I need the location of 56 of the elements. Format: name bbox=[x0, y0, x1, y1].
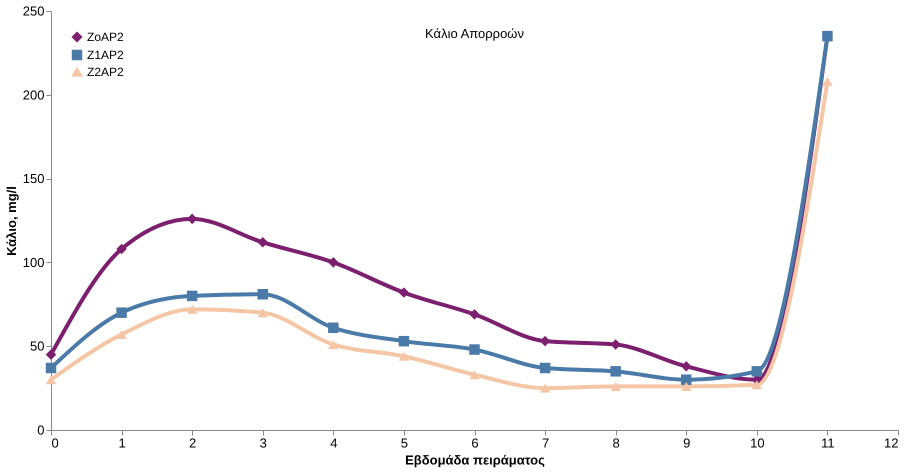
legend-label: ZoAP2 bbox=[87, 30, 124, 44]
x-tick-label: 4 bbox=[330, 436, 338, 450]
point bbox=[328, 257, 339, 268]
point bbox=[398, 352, 410, 361]
x-tick-label: 6 bbox=[471, 436, 479, 450]
point bbox=[469, 370, 480, 380]
point bbox=[46, 349, 56, 360]
point bbox=[116, 307, 127, 318]
x-tick-label: 5 bbox=[400, 436, 408, 450]
x-axis-title: Εβδομάδα πειράματος bbox=[405, 452, 546, 468]
point bbox=[328, 340, 339, 350]
point bbox=[258, 289, 268, 300]
y-tick-label: 150 bbox=[22, 171, 44, 186]
y-axis-title: Κάλιο, mg/l bbox=[4, 186, 19, 256]
x-tick-label: 9 bbox=[683, 436, 690, 450]
legend-label: Z1AP2 bbox=[87, 48, 124, 62]
y-tick-label: 250 bbox=[22, 4, 44, 18]
text: Κάλιο Απορροών bbox=[425, 26, 524, 41]
point bbox=[258, 237, 268, 248]
x-tick-label: 8 bbox=[612, 436, 620, 450]
x-tick-label: 11 bbox=[821, 436, 835, 450]
point bbox=[540, 336, 550, 346]
y-tick-label: 50 bbox=[30, 338, 44, 354]
x-tick-label: 2 bbox=[189, 436, 196, 450]
point bbox=[540, 362, 550, 374]
point bbox=[610, 382, 621, 391]
point bbox=[398, 287, 410, 298]
point bbox=[681, 361, 692, 372]
point bbox=[186, 304, 198, 314]
point bbox=[398, 336, 410, 346]
point bbox=[540, 384, 550, 393]
y-tick-label: 200 bbox=[22, 87, 44, 102]
x-tick-label: 0 bbox=[52, 436, 59, 450]
legend-label: Z2AP2 bbox=[87, 65, 124, 79]
point bbox=[822, 76, 833, 86]
x-tick-label: 7 bbox=[542, 436, 550, 450]
point bbox=[46, 362, 56, 374]
x-tick-label: 1 bbox=[118, 436, 126, 450]
point bbox=[752, 380, 762, 390]
y-tick-label: 0 bbox=[37, 422, 44, 438]
point bbox=[469, 344, 480, 355]
point bbox=[681, 374, 692, 385]
x-tick-label: 3 bbox=[260, 436, 267, 450]
y-tick-label: 100 bbox=[22, 254, 44, 270]
point bbox=[681, 382, 692, 391]
point bbox=[469, 309, 480, 320]
point bbox=[610, 366, 621, 377]
point bbox=[116, 330, 127, 340]
point bbox=[186, 290, 198, 302]
point bbox=[46, 375, 56, 384]
point bbox=[116, 244, 127, 254]
point bbox=[752, 366, 762, 377]
point bbox=[258, 308, 268, 318]
point bbox=[328, 322, 339, 334]
x-tick-label: 10 bbox=[750, 436, 765, 450]
x-tick-label: 12 bbox=[884, 436, 898, 450]
